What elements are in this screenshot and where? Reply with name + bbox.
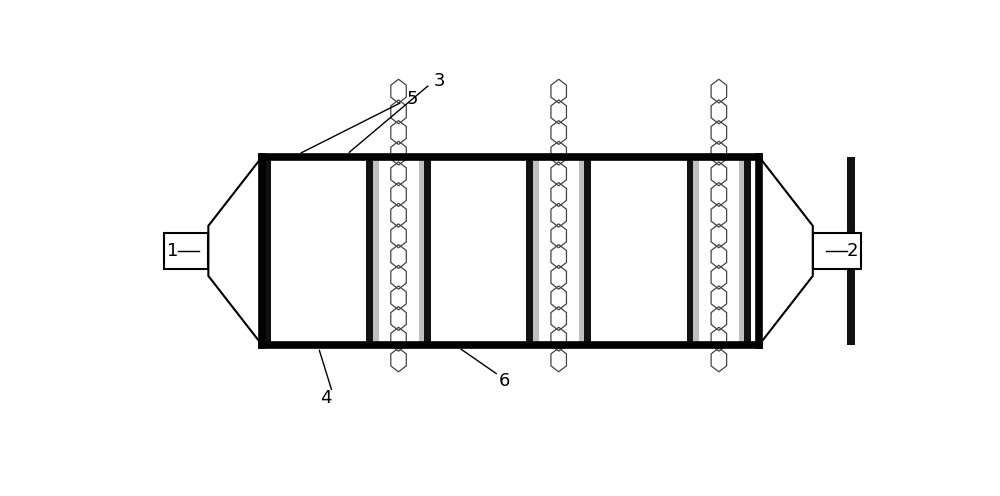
Text: 4: 4 — [320, 389, 332, 407]
Bar — [539, 157, 579, 345]
Bar — [419, 157, 424, 345]
Text: 2: 2 — [847, 242, 858, 260]
Bar — [164, 233, 208, 268]
Bar — [262, 157, 271, 345]
Bar — [424, 157, 431, 345]
Bar — [373, 157, 379, 345]
Bar — [847, 157, 855, 345]
Bar — [744, 157, 751, 345]
Polygon shape — [759, 157, 813, 345]
Polygon shape — [208, 157, 262, 345]
Bar — [262, 157, 759, 345]
Text: 6: 6 — [499, 372, 510, 390]
Bar — [379, 157, 419, 345]
Text: 3: 3 — [434, 72, 445, 90]
Text: 5: 5 — [406, 90, 418, 108]
Text: 1: 1 — [167, 242, 178, 260]
Bar — [699, 157, 739, 345]
Bar — [813, 233, 861, 268]
Bar — [533, 157, 539, 345]
Bar — [579, 157, 584, 345]
Bar — [693, 157, 699, 345]
Bar — [687, 157, 693, 345]
Bar — [526, 157, 533, 345]
Bar — [739, 157, 744, 345]
Bar — [366, 157, 373, 345]
Bar — [584, 157, 591, 345]
